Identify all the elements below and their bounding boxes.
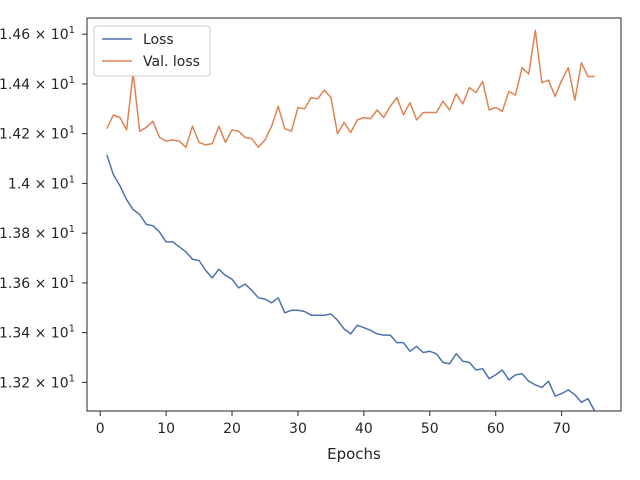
x-axis-ticks: 0 10 20 30 40 50 60 70 — [96, 411, 571, 437]
y-tick-label: 1.34 × 101 — [0, 324, 75, 342]
x-tick-label: 10 — [157, 421, 175, 437]
y-tick-label: 1.38 × 101 — [0, 224, 75, 242]
y-tick-label: 1.46 × 101 — [0, 25, 75, 43]
x-tick-label: 70 — [553, 421, 571, 437]
y-tick-label: 1.36 × 101 — [0, 274, 75, 292]
legend-label: Val. loss — [143, 54, 200, 70]
x-tick-label: 60 — [487, 421, 505, 437]
series-line — [106, 154, 596, 412]
y-tick-label: 1.44 × 101 — [0, 75, 75, 93]
x-tick-label: 0 — [96, 421, 105, 437]
series-lines — [106, 29, 596, 412]
x-tick-label: 50 — [421, 421, 439, 437]
series-line — [106, 29, 595, 149]
y-axis-ticks: 1.32 × 101 1.34 × 101 1.36 × 101 1.38 × 101… — [0, 25, 87, 391]
legend: Loss Val. loss — [93, 25, 211, 77]
plot-frame — [86, 17, 622, 412]
x-axis-label: Epochs — [327, 445, 381, 463]
y-tick-label: 1.42 × 101 — [0, 125, 75, 143]
y-tick-label: 1.4 × 101 — [8, 174, 75, 192]
x-tick-label: 20 — [223, 421, 241, 437]
legend-label: Loss — [143, 32, 174, 48]
x-tick-label: 40 — [355, 421, 373, 437]
x-tick-label: 30 — [289, 421, 307, 437]
y-tick-label: 1.32 × 101 — [0, 373, 75, 391]
